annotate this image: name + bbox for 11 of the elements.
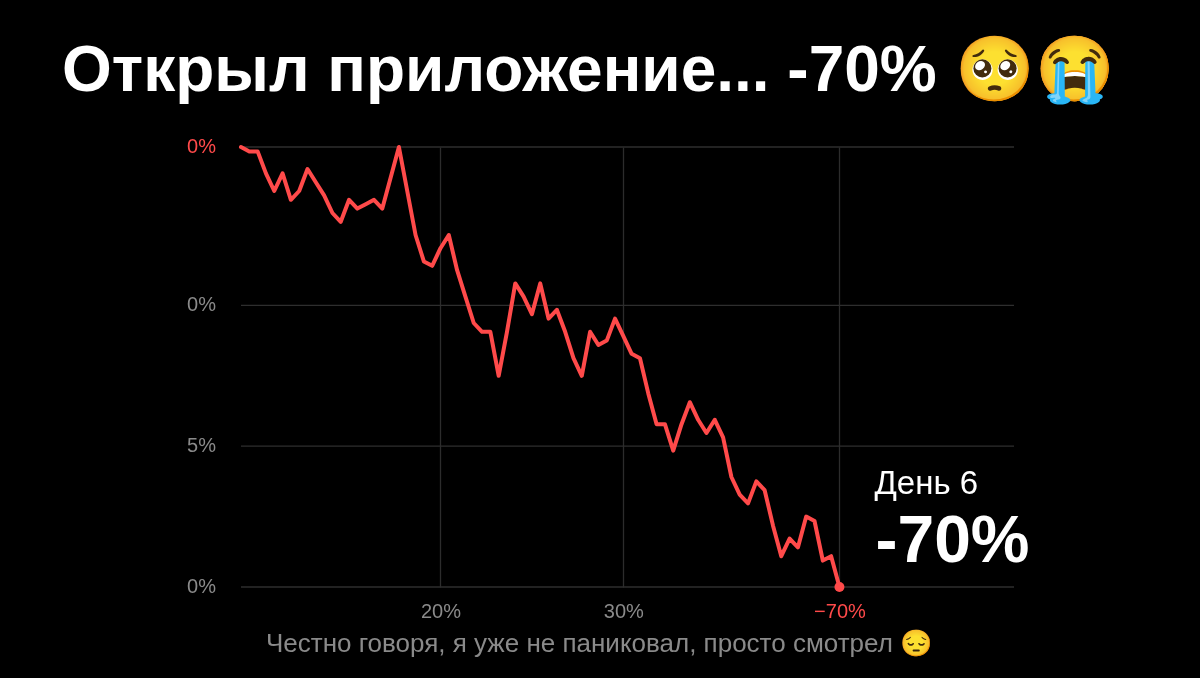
text: 0% (187, 293, 217, 316)
x-tick-label: 30% (603, 599, 645, 622)
text: 5% (187, 434, 217, 457)
annotation: -70% (875, 502, 1030, 576)
text: 0% (187, 135, 217, 157)
x-tick-label: −70% (814, 599, 867, 622)
x-tick-label: 20% (420, 599, 462, 622)
chart-title: Открыл приложение... -70% 🥺😭 (62, 33, 1115, 105)
text: Честно говоря, я уже не паниковал, просто смотрел 😔 (265, 628, 933, 658)
annotation: День 6 (874, 464, 979, 501)
text: 0% (187, 575, 217, 597)
